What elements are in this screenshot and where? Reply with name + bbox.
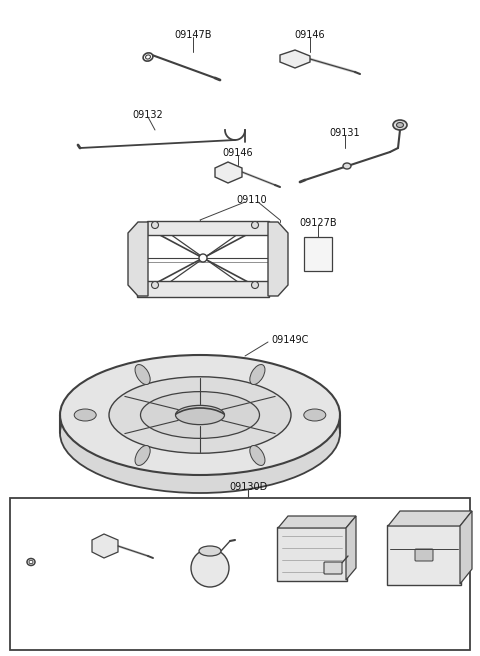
FancyBboxPatch shape bbox=[137, 281, 269, 297]
Ellipse shape bbox=[60, 373, 340, 493]
Ellipse shape bbox=[135, 365, 150, 384]
Polygon shape bbox=[388, 511, 472, 526]
Ellipse shape bbox=[141, 392, 260, 438]
Ellipse shape bbox=[176, 405, 225, 424]
Ellipse shape bbox=[250, 445, 265, 466]
Ellipse shape bbox=[29, 560, 33, 564]
FancyBboxPatch shape bbox=[147, 221, 269, 235]
Text: 09147B: 09147B bbox=[174, 30, 212, 40]
FancyBboxPatch shape bbox=[277, 527, 347, 581]
Ellipse shape bbox=[109, 377, 291, 453]
Ellipse shape bbox=[396, 123, 404, 127]
Text: 52933A: 52933A bbox=[293, 505, 327, 514]
Ellipse shape bbox=[143, 53, 153, 61]
Ellipse shape bbox=[199, 254, 207, 262]
FancyBboxPatch shape bbox=[415, 549, 433, 561]
Text: 09149B: 09149B bbox=[403, 510, 437, 519]
Ellipse shape bbox=[135, 445, 150, 466]
Text: 09110: 09110 bbox=[237, 195, 267, 205]
Polygon shape bbox=[268, 222, 288, 296]
Text: 09127B: 09127B bbox=[299, 218, 337, 228]
Text: 09146: 09146 bbox=[223, 148, 253, 158]
Ellipse shape bbox=[250, 365, 265, 384]
Text: 09146: 09146 bbox=[295, 30, 325, 40]
FancyBboxPatch shape bbox=[10, 498, 470, 650]
Ellipse shape bbox=[191, 549, 229, 587]
Text: 52932: 52932 bbox=[196, 510, 224, 519]
Ellipse shape bbox=[304, 409, 326, 421]
FancyBboxPatch shape bbox=[304, 237, 332, 271]
Ellipse shape bbox=[252, 222, 259, 228]
Polygon shape bbox=[128, 222, 148, 296]
Text: 09146: 09146 bbox=[104, 510, 132, 519]
Polygon shape bbox=[278, 516, 356, 528]
Polygon shape bbox=[92, 534, 118, 558]
Ellipse shape bbox=[60, 355, 340, 475]
Ellipse shape bbox=[27, 558, 35, 565]
FancyBboxPatch shape bbox=[324, 562, 342, 574]
Text: 52935B: 52935B bbox=[348, 540, 383, 549]
FancyBboxPatch shape bbox=[387, 525, 461, 585]
Ellipse shape bbox=[199, 546, 221, 556]
Polygon shape bbox=[346, 516, 356, 580]
Ellipse shape bbox=[145, 55, 150, 59]
Text: 09147B: 09147B bbox=[41, 510, 75, 519]
Ellipse shape bbox=[152, 222, 158, 228]
Text: 09132: 09132 bbox=[132, 110, 163, 120]
Ellipse shape bbox=[74, 409, 96, 421]
Text: 09130D: 09130D bbox=[229, 482, 267, 492]
Text: 09131: 09131 bbox=[330, 128, 360, 138]
Text: 09149C: 09149C bbox=[271, 335, 309, 345]
Ellipse shape bbox=[343, 163, 351, 169]
Ellipse shape bbox=[393, 120, 407, 130]
Polygon shape bbox=[215, 162, 242, 183]
Polygon shape bbox=[460, 511, 472, 584]
Polygon shape bbox=[280, 50, 310, 68]
Ellipse shape bbox=[252, 281, 259, 289]
Ellipse shape bbox=[152, 281, 158, 289]
